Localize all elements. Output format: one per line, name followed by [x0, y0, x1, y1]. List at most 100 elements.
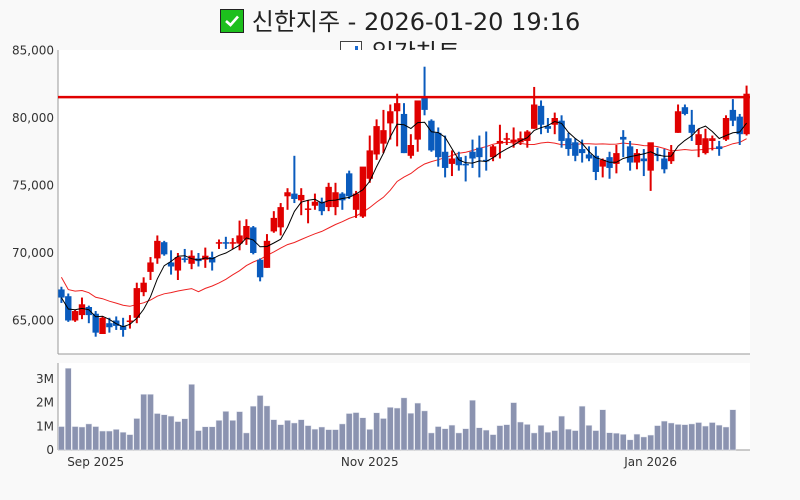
candle: [311, 201, 319, 206]
volume-bar: [387, 407, 394, 451]
candle: [510, 139, 517, 143]
candle: [681, 107, 689, 114]
candle: [613, 153, 620, 164]
volume-bar: [71, 426, 79, 451]
volume-bar: [380, 418, 387, 451]
volume-bar: [613, 432, 620, 451]
volume-bar: [147, 394, 154, 451]
candle: [674, 111, 682, 133]
volume-bar: [647, 434, 654, 451]
volume-bar: [551, 430, 558, 451]
candle: [71, 311, 79, 321]
volume-bar: [674, 424, 682, 451]
price-plot-area: [58, 50, 750, 354]
volume-bar: [167, 415, 175, 451]
title-text: 신한지주 - 2026-01-20 19:16: [251, 8, 581, 36]
price-tick-label: 80,000: [12, 111, 54, 125]
candle: [537, 105, 545, 125]
candle: [435, 132, 442, 158]
candle: [291, 193, 298, 199]
candle: [743, 93, 750, 135]
candle: [345, 173, 353, 197]
candle: [661, 158, 668, 170]
candle: [599, 159, 606, 167]
volume-bar: [654, 425, 661, 451]
candle: [702, 138, 709, 154]
candle: [99, 317, 106, 334]
candle: [448, 158, 456, 164]
candle: [119, 325, 127, 330]
volume-bar: [339, 423, 346, 451]
price-tick-label: 70,000: [12, 246, 54, 260]
ma20-line: [60, 138, 747, 307]
candle: [339, 193, 346, 201]
volume-bar: [661, 420, 668, 451]
volume-bar: [208, 426, 216, 451]
candle: [572, 142, 579, 156]
volume-bar: [517, 421, 524, 451]
volume-bar: [277, 424, 284, 451]
candle: [380, 130, 387, 144]
candle: [736, 116, 743, 135]
candle: [496, 140, 504, 144]
volume-bar: [215, 420, 223, 451]
volume-bar: [112, 429, 120, 451]
volume-bar: [236, 411, 243, 451]
volume-bar: [92, 426, 99, 451]
candle: [565, 138, 572, 150]
volume-bar: [229, 420, 236, 451]
volume-bars: [58, 367, 737, 451]
candle: [455, 157, 463, 166]
volume-bar: [626, 439, 634, 451]
candle: [400, 113, 408, 154]
chart-title: 신한지주 - 2026-01-20 19:16: [0, 2, 800, 37]
date-tick-label: Nov 2025: [341, 455, 399, 469]
volume-bar: [160, 414, 168, 451]
volume-bar: [332, 429, 339, 451]
volume-bar: [65, 367, 72, 451]
candle: [544, 126, 552, 129]
date-tick-label: Jan 2026: [623, 455, 677, 469]
volume-tick-label: 0: [46, 443, 54, 457]
volume-bar: [503, 424, 511, 451]
volume-bar: [667, 422, 675, 451]
candle: [373, 126, 380, 155]
volume-tick-label: 3M: [36, 372, 54, 386]
volume-bar: [297, 419, 305, 451]
volume-bar: [476, 427, 483, 451]
candle: [387, 111, 394, 124]
candle: [222, 242, 230, 244]
candle: [133, 288, 140, 318]
candle: [270, 217, 278, 232]
volume-bar: [99, 430, 106, 451]
candle: [277, 207, 284, 228]
candle: [640, 158, 648, 162]
volume-bar: [537, 425, 545, 451]
candle: [304, 208, 312, 210]
volume-bar: [544, 431, 552, 451]
volume-bar: [688, 423, 696, 451]
candle: [688, 124, 695, 133]
candle: [366, 150, 373, 179]
volume-bar: [572, 430, 579, 451]
candle: [298, 194, 305, 201]
volume-bar: [606, 432, 613, 451]
candle: [160, 242, 168, 255]
volume-bar: [195, 430, 202, 451]
volume-bar: [428, 432, 435, 451]
candle: [188, 255, 195, 264]
candle: [208, 257, 216, 263]
candle: [92, 313, 99, 333]
price-tick-label: 75,000: [12, 179, 54, 193]
candle: [181, 258, 188, 260]
candle: [462, 163, 469, 166]
volume-bar: [435, 426, 442, 451]
volume-bar: [222, 411, 230, 451]
volume-bar: [366, 429, 373, 451]
volume-bar: [729, 409, 737, 451]
candle: [78, 304, 86, 316]
volume-bar: [58, 426, 65, 451]
volume-bar: [558, 415, 565, 451]
candle: [215, 242, 223, 244]
